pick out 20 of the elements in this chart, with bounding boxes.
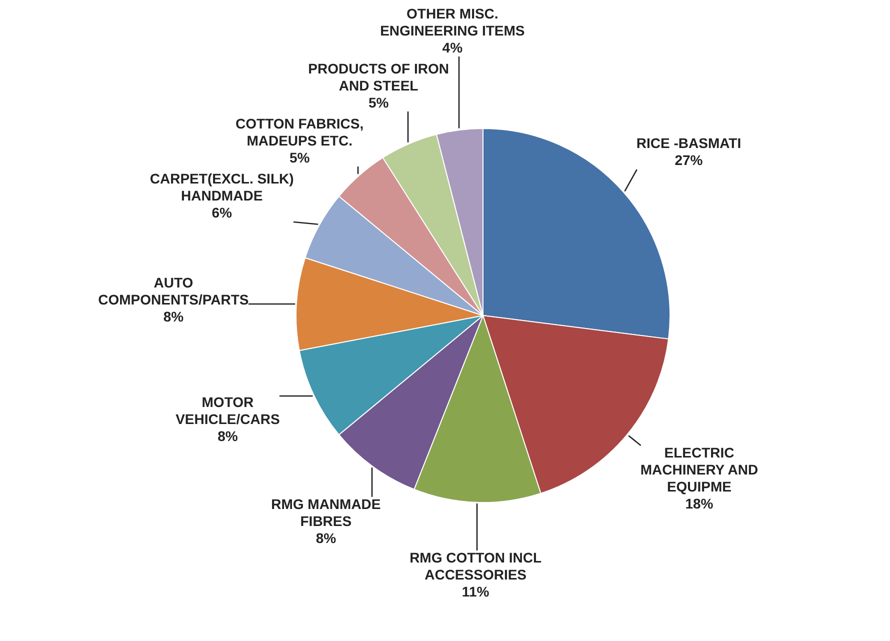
data-label: 8% [163,308,184,325]
data-label: 5% [368,94,390,111]
data-label: 18% [685,495,714,512]
slice-label: MOTOR VEHICLE/CARS [176,394,280,428]
slice-label: CARPET(EXCL. SILK) HANDMADE [150,170,294,204]
slice-label: RMG COTTON INCL ACCESSORIES [410,550,542,583]
slice-label: ELECTRIC MACHINERY AND EQUIPME [640,444,758,494]
slice-label: OTHER MISC. ENGINEERING ITEMS [380,6,525,39]
slice-label: RICE -BASMATI [636,135,742,152]
data-label: 8% [218,428,238,444]
data-label: 27% [674,152,704,168]
data-label: 11% [462,584,490,600]
data-label: 4% [442,40,464,56]
data-label: 5% [289,150,310,166]
slice-label: PRODUCTS OF IRON AND STEEL [308,60,449,94]
slice-label: COTTON FABRICS, MADEUPS ETC. [236,116,364,149]
data-label: 6% [212,204,232,221]
slice-label: AUTO COMPONENTS/PARTS [98,274,249,308]
slice-label: RMG MANMADE FIBRES [271,496,381,530]
data-label: 8% [316,530,337,546]
